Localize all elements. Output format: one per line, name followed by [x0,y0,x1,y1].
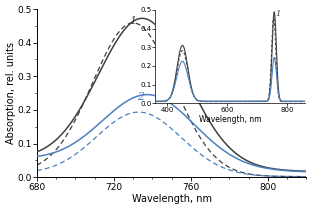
Y-axis label: Absorption, rel. units: Absorption, rel. units [6,42,16,144]
Text: 1: 1 [129,16,136,26]
Text: 2: 2 [137,92,144,102]
X-axis label: Wavelength, nm: Wavelength, nm [132,194,212,205]
